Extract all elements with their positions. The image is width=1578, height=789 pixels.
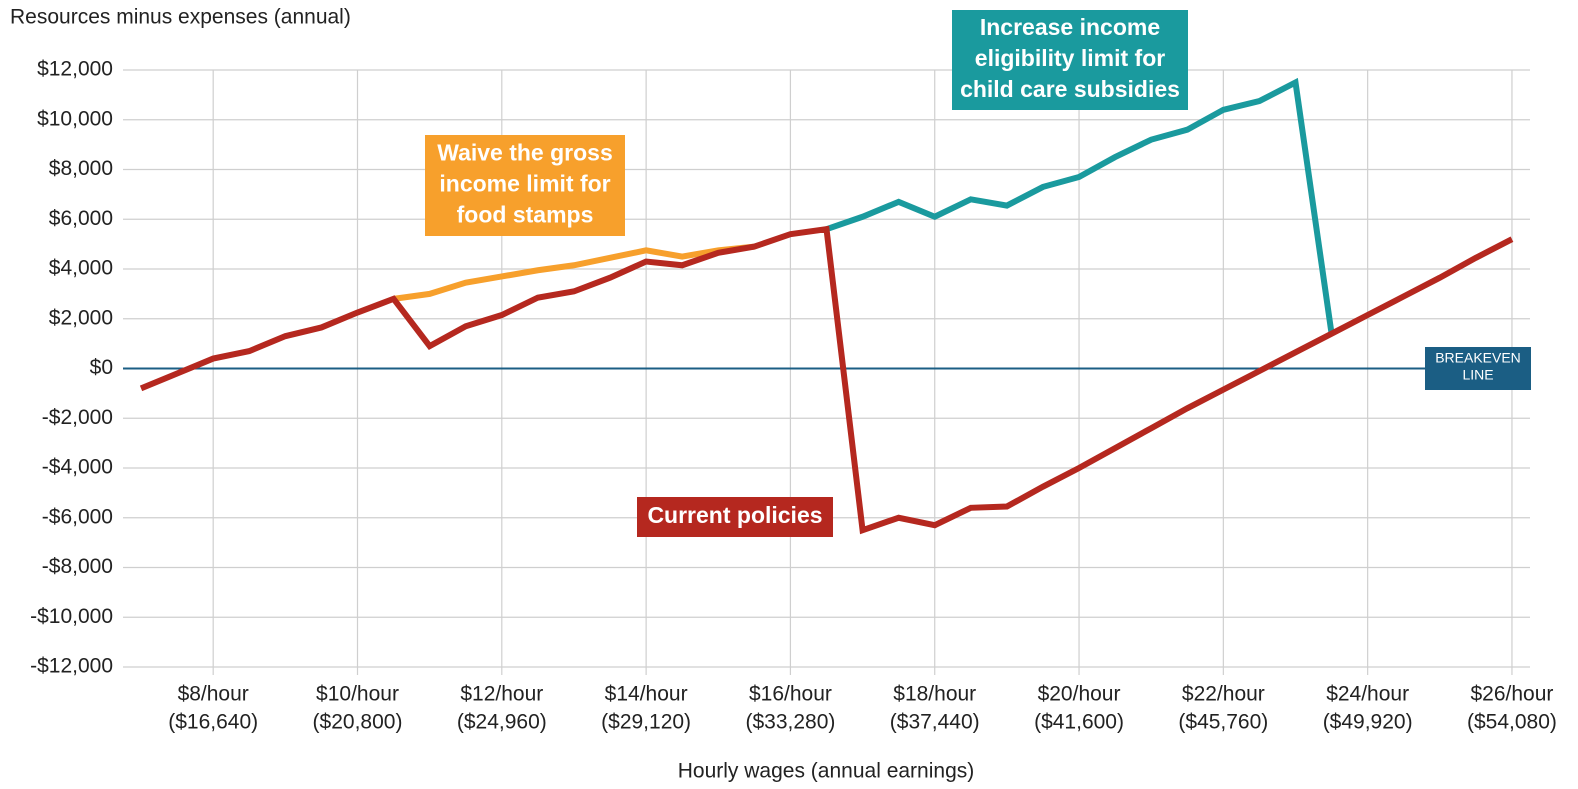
- y-tick-label: $0: [90, 356, 113, 379]
- x-tick-label: ($29,120): [601, 711, 691, 734]
- y-axis-title: Resources minus expenses (annual): [10, 6, 351, 29]
- y-tick-label: $12,000: [37, 58, 113, 81]
- x-tick-label: $16/hour: [749, 683, 832, 706]
- annotation: food stamps: [457, 202, 594, 228]
- series-line: [825, 77, 1335, 335]
- x-tick-label: $8/hour: [178, 683, 249, 706]
- annotation: income limit for: [439, 171, 610, 197]
- breakeven-label: BREAKEVEN: [1435, 350, 1521, 366]
- y-tick-label: -$4,000: [42, 456, 113, 479]
- annotation: eligibility limit for: [975, 45, 1165, 71]
- x-tick-label: ($54,080): [1467, 711, 1557, 734]
- annotation: Waive the gross: [437, 140, 613, 166]
- y-tick-label: $4,000: [49, 257, 113, 280]
- annotation: Current policies: [647, 502, 822, 528]
- x-tick-label: $10/hour: [316, 683, 399, 706]
- x-tick-label: $14/hour: [605, 683, 688, 706]
- series-line: [393, 243, 755, 302]
- y-tick-label: $8,000: [49, 157, 113, 180]
- breakeven-box: [1425, 347, 1531, 390]
- x-tick-label: $24/hour: [1326, 683, 1409, 706]
- x-tick-label: ($33,280): [745, 711, 835, 734]
- y-tick-label: -$6,000: [42, 505, 113, 528]
- x-tick-label: ($37,440): [890, 711, 980, 734]
- x-tick-label: $18/hour: [893, 683, 976, 706]
- y-tick-label: -$10,000: [30, 605, 113, 628]
- annotation-box: [637, 497, 833, 537]
- y-tick-label: $2,000: [49, 306, 113, 329]
- x-tick-label: ($45,760): [1178, 711, 1268, 734]
- y-tick-label: $6,000: [49, 207, 113, 230]
- x-tick-label: $26/hour: [1471, 683, 1554, 706]
- x-tick-label: $20/hour: [1038, 683, 1121, 706]
- x-tick-label: ($41,600): [1034, 711, 1124, 734]
- y-tick-label: $10,000: [37, 107, 113, 130]
- x-axis-title: Hourly wages (annual earnings): [678, 760, 975, 783]
- x-tick-label: ($20,800): [313, 711, 403, 734]
- series-line: [139, 225, 1514, 535]
- x-tick-label: ($24,960): [457, 711, 547, 734]
- annotation-box: [952, 10, 1188, 110]
- annotation: child care subsidies: [960, 76, 1180, 102]
- x-tick-label: ($16,640): [168, 711, 258, 734]
- y-tick-label: -$12,000: [30, 655, 113, 678]
- x-tick-label: $12/hour: [460, 683, 543, 706]
- x-tick-label: $22/hour: [1182, 683, 1265, 706]
- y-tick-label: -$8,000: [42, 555, 113, 578]
- annotation: Increase income: [980, 14, 1160, 40]
- annotation-box: [425, 135, 625, 236]
- x-tick-label: ($49,920): [1323, 711, 1413, 734]
- y-tick-label: -$2,000: [42, 406, 113, 429]
- breakeven-label: LINE: [1462, 367, 1493, 383]
